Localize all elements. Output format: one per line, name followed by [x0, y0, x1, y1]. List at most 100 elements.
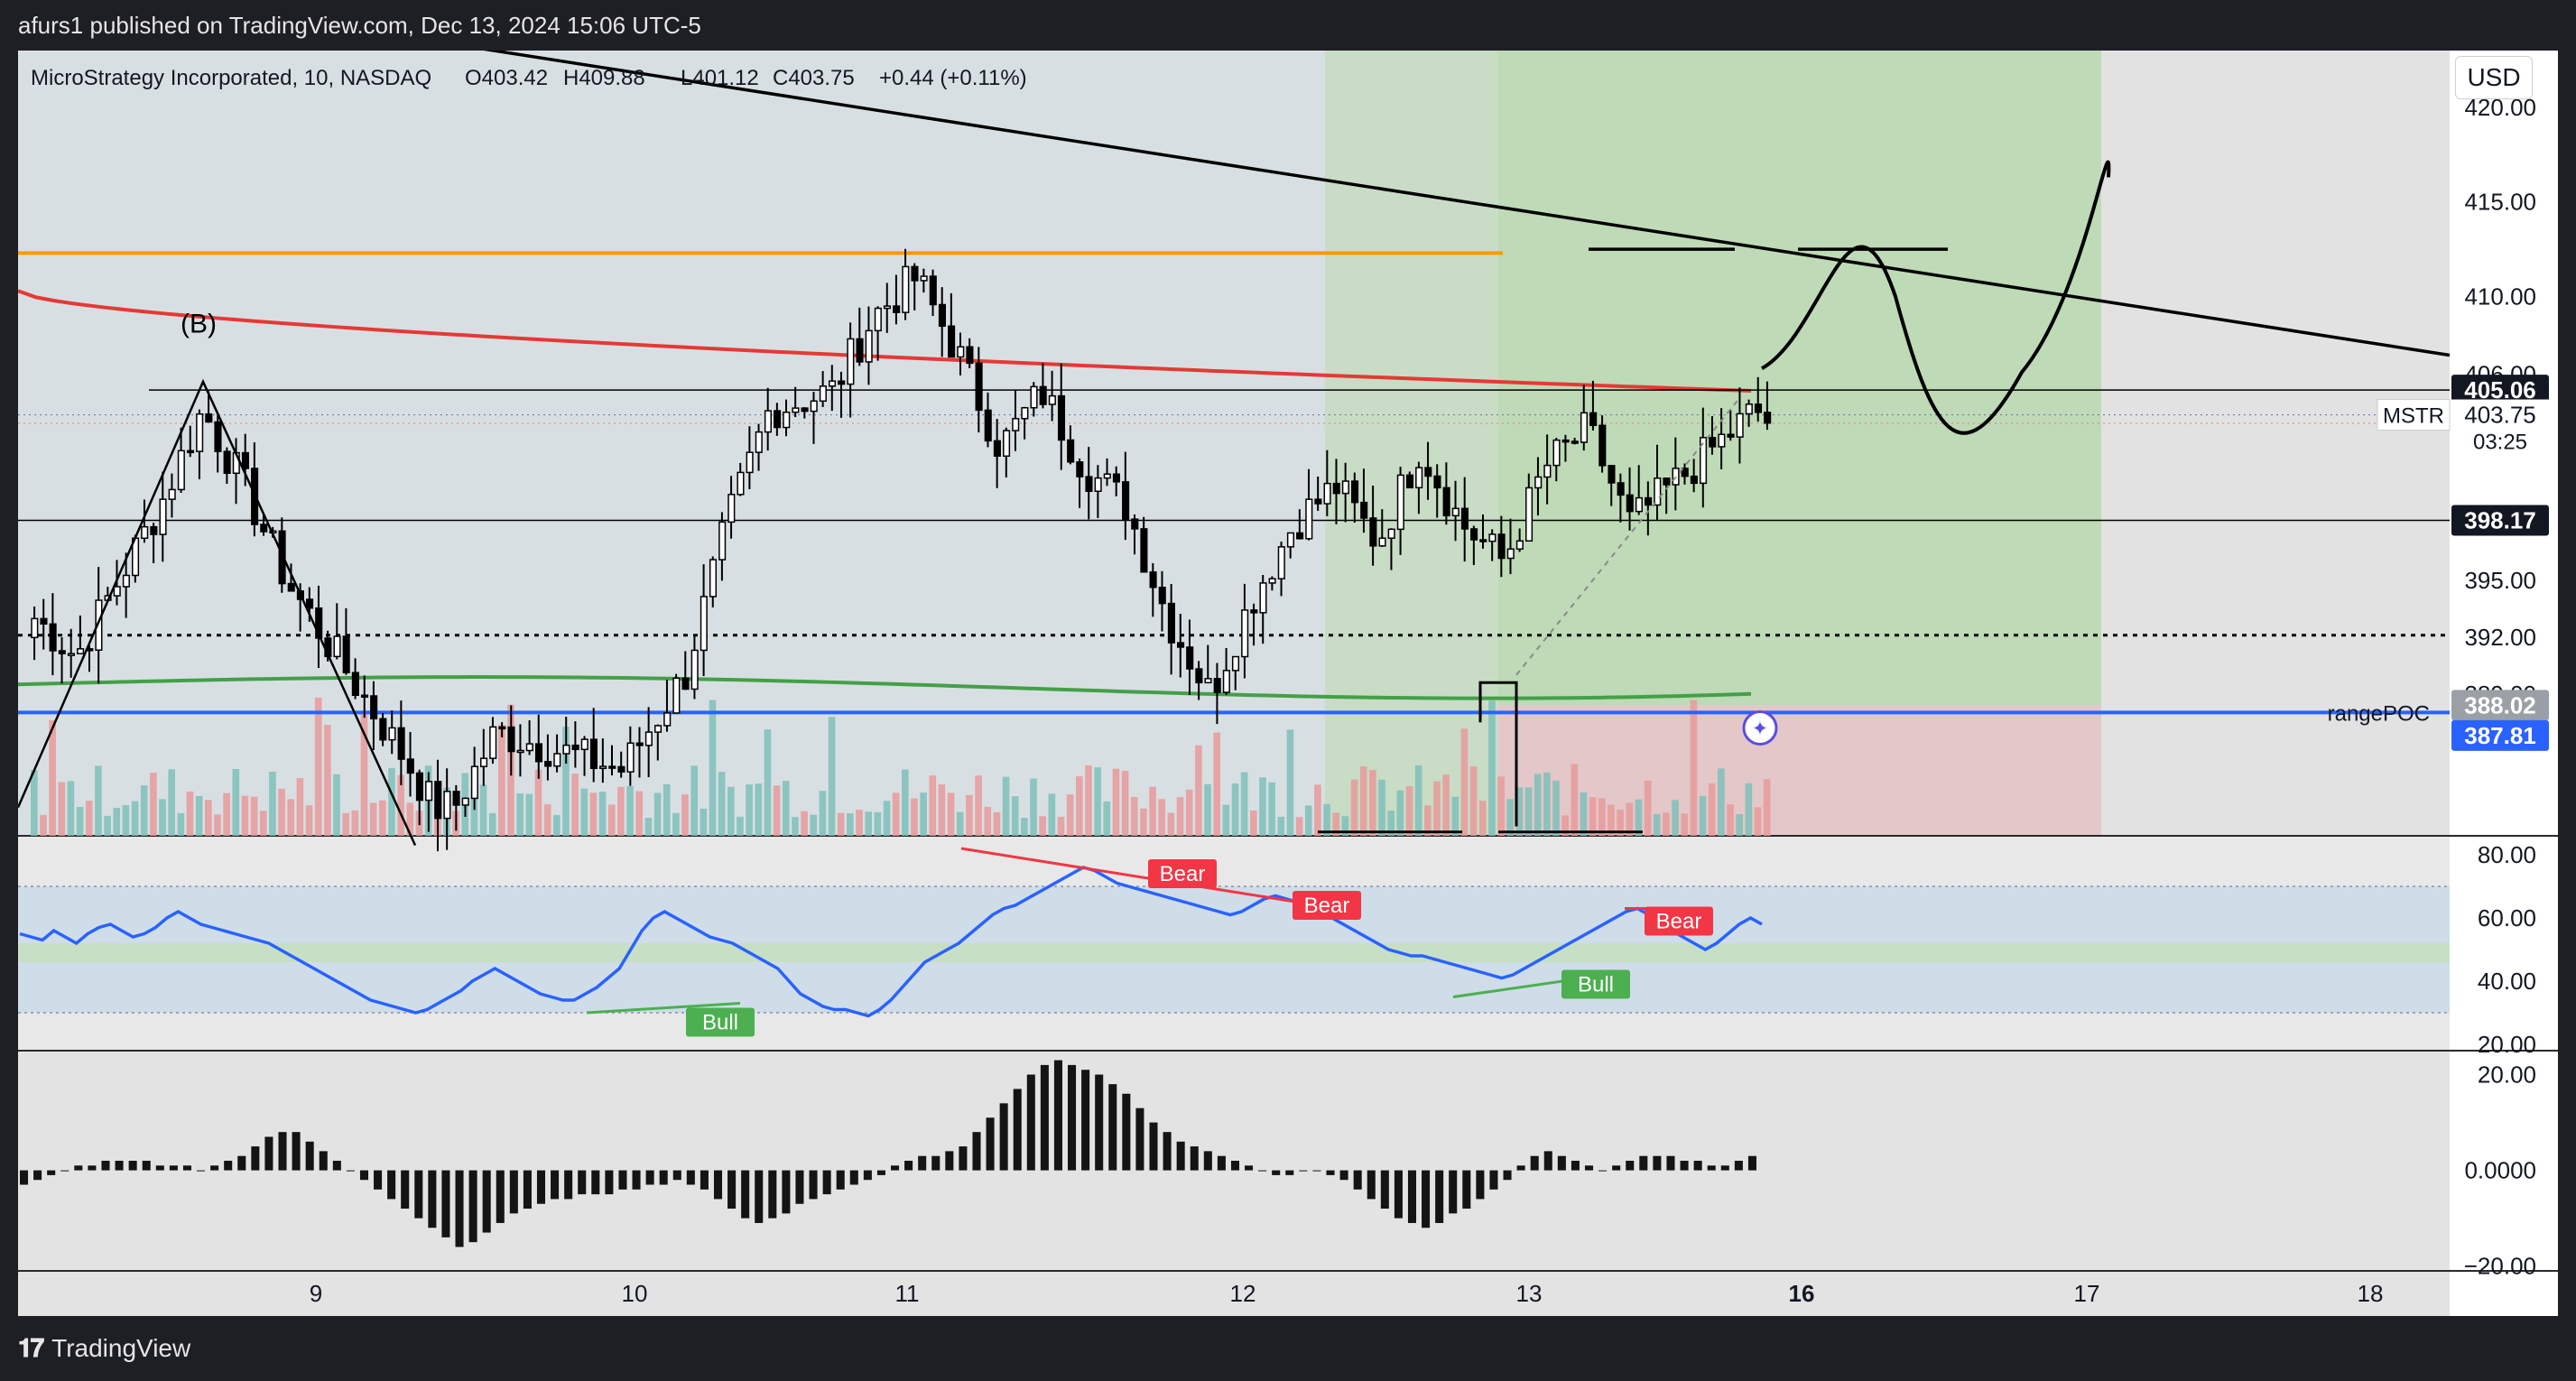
long-target-zone — [1498, 51, 2101, 706]
volume-bar — [1112, 768, 1120, 836]
volume-bar — [1515, 787, 1524, 836]
osc-bar — [1394, 1170, 1403, 1219]
volume-bar — [67, 781, 75, 836]
candle-body — [1131, 518, 1139, 530]
candle-body — [1213, 678, 1221, 693]
volume-bar — [122, 805, 130, 836]
candle-body — [1718, 433, 1726, 448]
candle-body — [690, 649, 699, 690]
volume-bar — [76, 806, 84, 836]
candle-body — [1764, 412, 1772, 424]
osc-tick-label: 20.00 — [2478, 1061, 2536, 1089]
volume-bar — [223, 792, 230, 836]
volume-bar — [1158, 799, 1166, 836]
volume-bar — [232, 768, 240, 836]
osc-bar — [904, 1161, 913, 1171]
osc-bar — [428, 1170, 437, 1228]
volume-bar — [95, 765, 102, 836]
volume-bar — [690, 765, 698, 836]
candle-body — [360, 694, 369, 699]
ma-red-line — [18, 289, 1752, 394]
osc-bar — [1422, 1170, 1431, 1228]
candle-body — [1681, 468, 1689, 477]
volume-bar — [856, 810, 863, 836]
volume-bar — [672, 812, 680, 836]
osc-bar — [115, 1161, 124, 1171]
projection-dashed-line — [1515, 400, 1738, 676]
volume-bar — [801, 811, 808, 836]
candle-body — [957, 346, 965, 358]
volume-bar — [1433, 781, 1441, 836]
volume-bar — [993, 811, 1001, 836]
volume-bar — [287, 799, 295, 836]
volume-bar — [929, 775, 937, 836]
osc-bar — [645, 1170, 654, 1185]
volume-bar — [947, 792, 955, 836]
candle-body — [177, 450, 185, 491]
candle-body — [700, 596, 708, 652]
future-zone — [2101, 51, 2450, 836]
volume-bar — [1103, 801, 1111, 836]
candle-body — [1332, 482, 1340, 495]
candle-body — [984, 409, 992, 442]
osc-bar — [1435, 1170, 1444, 1223]
volume-bar — [635, 791, 644, 836]
volume-bar — [1635, 799, 1643, 836]
osc-bar — [755, 1170, 764, 1223]
osc-bar — [1489, 1170, 1498, 1190]
osc-bar — [1163, 1132, 1172, 1171]
candle-body — [1241, 609, 1249, 658]
candle-body — [1351, 480, 1359, 504]
candle-body — [755, 431, 763, 453]
volume-bar — [1268, 782, 1275, 836]
volume-bar — [1195, 745, 1202, 836]
osc-bar — [88, 1165, 97, 1171]
volume-bar — [278, 788, 285, 836]
osc-bar — [1013, 1089, 1022, 1171]
bull-label-1: Bull — [702, 1011, 738, 1035]
candle-body — [1534, 476, 1543, 489]
candle-body — [278, 530, 286, 585]
symbol-tag-bg — [2377, 399, 2451, 431]
candle-body — [205, 412, 213, 423]
volume-bar — [653, 792, 662, 836]
osc-bar — [1626, 1161, 1635, 1171]
tradingview-logo[interactable]: 𝟏𝟕 TradingView — [18, 1316, 190, 1381]
osc-bar — [1312, 1170, 1321, 1172]
osc-bar — [468, 1170, 477, 1243]
osc-bar — [359, 1170, 368, 1181]
volume-bar — [1598, 798, 1606, 836]
volume-bar — [1387, 811, 1395, 836]
osc-bar — [1272, 1170, 1281, 1175]
candle-body — [1048, 394, 1056, 405]
currency-button[interactable]: USD — [2455, 56, 2533, 99]
candle-body — [911, 265, 919, 282]
candle-body — [1405, 474, 1414, 489]
osc-bar — [1516, 1165, 1525, 1171]
candle-body — [1122, 481, 1130, 520]
bull-label-2: Bull — [1578, 973, 1614, 997]
volume-bar — [131, 801, 139, 836]
candle-body — [635, 742, 644, 746]
osc-bar — [959, 1146, 968, 1171]
volume-bar — [159, 799, 166, 836]
osc-bar — [224, 1161, 233, 1171]
price-tick-label: 395.00 — [2464, 567, 2536, 594]
candle-body — [819, 385, 827, 403]
footer-bar: 𝟏𝟕 TradingView — [0, 1316, 2576, 1381]
descending-trendline — [483, 51, 2451, 357]
chart-svg[interactable]: (B) ✦ MicroStrategy Incorporated, 10, NASD… — [18, 51, 2558, 1316]
time-tick-label: 16 — [1789, 1280, 1815, 1307]
chart-area[interactable]: (B) ✦ MicroStrategy Incorporated, 10, NASD… — [18, 51, 2558, 1316]
volume-bar — [1497, 776, 1505, 836]
candle-body — [370, 695, 378, 720]
candle-body — [1094, 477, 1102, 493]
candle-body — [306, 598, 314, 609]
bull-label-1-bg — [686, 1007, 755, 1037]
bear-label-1-bg — [1148, 859, 1217, 888]
osc-bar — [1026, 1074, 1035, 1171]
ma-green-line — [18, 675, 1752, 700]
candle-body — [40, 617, 48, 626]
osc-bar — [1462, 1170, 1471, 1210]
volume-bar — [369, 802, 377, 836]
